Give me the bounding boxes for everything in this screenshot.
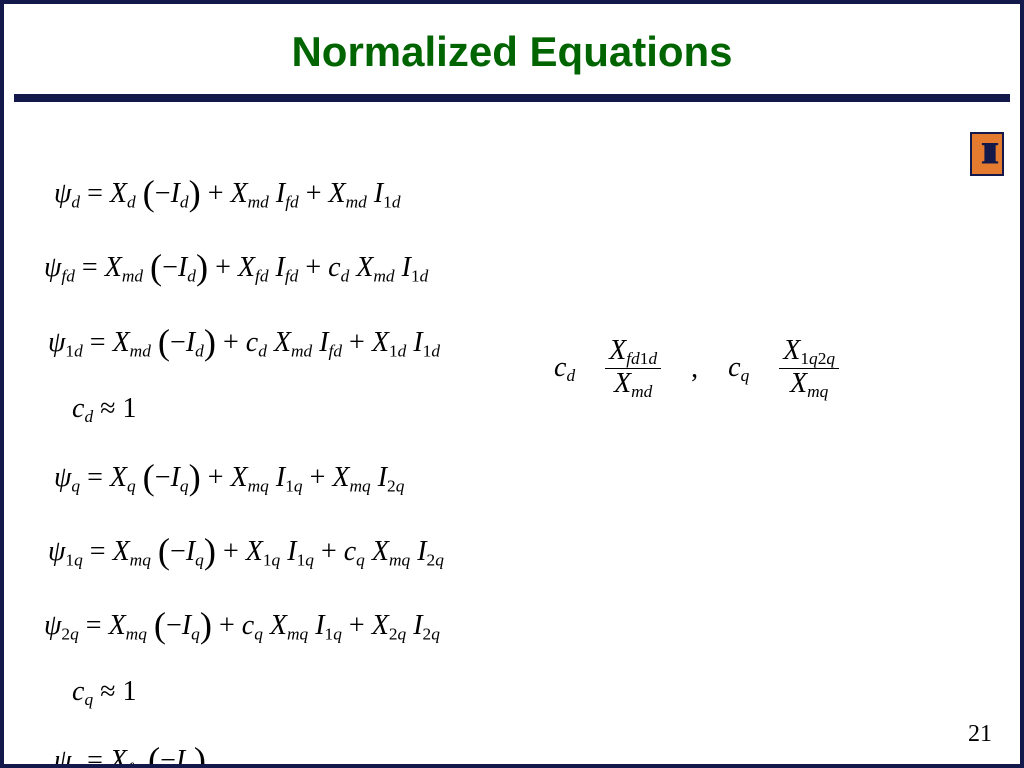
- slide-title: Normalized Equations: [4, 4, 1020, 94]
- page-number: 21: [968, 721, 992, 748]
- eq-psi-o: o = Xs (−Io): [54, 731, 970, 768]
- def-cd-frac: Xfd1d Xmd: [605, 336, 661, 402]
- def-cq-label: cq: [728, 352, 749, 386]
- title-rule: [14, 94, 1010, 102]
- eq-psi-fd: fd = Xmd (−Id) + Xfd Ifd + cd Xmd I1d: [44, 238, 970, 296]
- def-sep: ,: [691, 353, 698, 385]
- eq-psi-2q: 2q = Xmq (−Iq) + cq Xmq I1q + X2q I2q: [44, 596, 970, 654]
- def-cq-frac: X1q2q Xmq: [779, 336, 839, 402]
- def-cd-label: cd: [554, 352, 575, 386]
- slide-frame: Normalized Equations II d = Xd (−Id) + X…: [0, 0, 1024, 768]
- logo-glyph: II: [981, 139, 992, 169]
- eq-psi-1q: 1q = Xmq (−Iq) + X1q I1q + cq Xmq I2q: [48, 522, 970, 580]
- eq-psi-q: q = Xq (−Iq) + Xmq I1q + Xmq I2q: [54, 448, 970, 506]
- equation-column: d = Xd (−Id) + Xmd Ifd + Xmd I1d fd = Xm…: [54, 164, 970, 768]
- content-area: d = Xd (−Id) + Xmd Ifd + Xmd I1d fd = Xm…: [54, 164, 970, 724]
- definitions-row: cd Xfd1d Xmd , cq X1q2q Xmq: [554, 336, 839, 402]
- eq-cq-approx: cq 1: [72, 670, 970, 715]
- logo-badge: II: [970, 132, 1004, 176]
- eq-psi-d: d = Xd (−Id) + Xmd Ifd + Xmd I1d: [54, 164, 970, 222]
